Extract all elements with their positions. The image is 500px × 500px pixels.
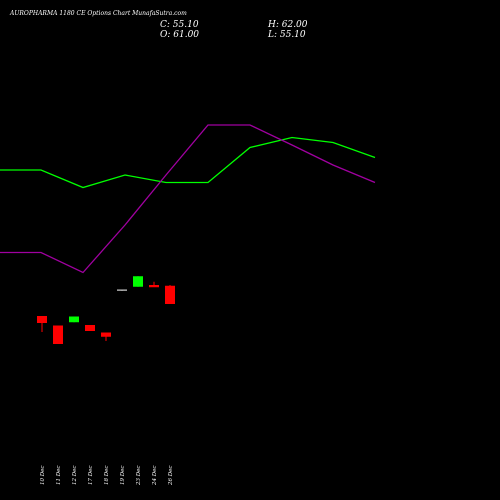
candle-body	[133, 276, 143, 287]
candle	[133, 276, 143, 287]
x-tick-label: 17 Dec	[88, 466, 94, 486]
x-tick-label: 26 Dec	[168, 466, 174, 487]
x-tick-label: 19 Dec	[120, 466, 126, 486]
x-tick-label: 11 Dec	[56, 466, 62, 486]
candle	[117, 289, 127, 291]
x-tick-label: 10 Dec	[40, 466, 46, 486]
x-tick-label: 12 Dec	[72, 466, 78, 486]
x-axis-ticks: 10 Dec 11 Dec 12 Dec 17 Dec 18 Dec 19 Dec 23 D…	[40, 466, 174, 487]
moving-average-lines	[0, 124, 376, 274]
x-tick-label: 18 Dec	[104, 466, 110, 486]
candle	[69, 316, 79, 323]
candle-body	[149, 285, 159, 288]
high-readout: H: 62.00	[267, 20, 308, 30]
candle	[85, 325, 95, 331]
candles-group	[37, 276, 175, 344]
green-line	[0, 136, 376, 189]
x-tick-label: 24 Dec	[152, 466, 158, 487]
candle	[101, 332, 111, 341]
low-readout: L: 55.10	[267, 30, 306, 40]
candle-body	[85, 325, 95, 331]
candle-body	[69, 316, 79, 323]
purple-line	[0, 124, 376, 274]
close-readout: C: 55.10	[160, 20, 199, 30]
candle-body	[101, 332, 111, 337]
x-tick-label: 23 Dec	[136, 466, 142, 487]
candle	[165, 285, 175, 304]
candle	[37, 316, 47, 332]
chart-title: AUROPHARMA 1180 CE Options Chart MunafaS…	[9, 10, 187, 17]
candle-body	[165, 285, 175, 304]
candle	[53, 325, 63, 344]
candle	[149, 281, 159, 288]
candle-body	[37, 316, 47, 323]
open-readout: O: 61.00	[160, 30, 199, 40]
candle-body	[117, 289, 127, 291]
candle-body	[53, 325, 63, 344]
